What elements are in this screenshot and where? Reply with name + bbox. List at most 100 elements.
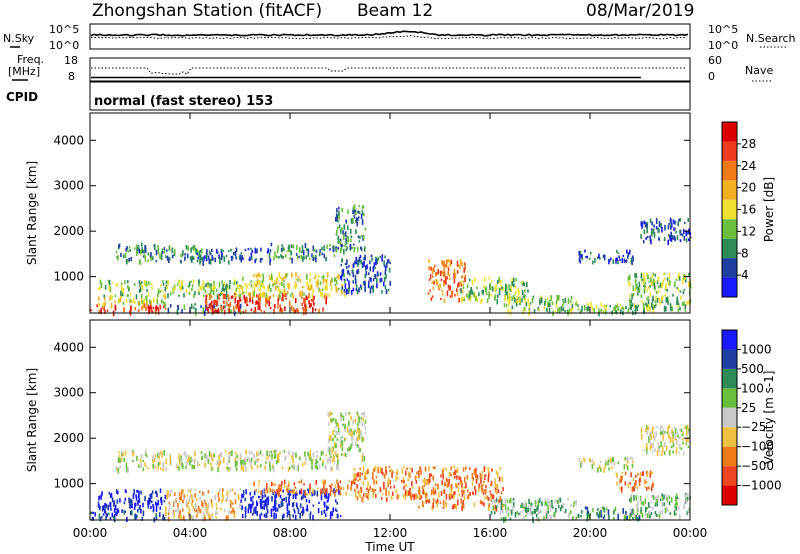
heatmap-cell-5 (245, 466, 247, 473)
heatmap-cell-4 (257, 304, 260, 310)
heatmap-cell-1 (156, 299, 159, 305)
heatmap-cell-17 (649, 218, 652, 224)
heatmap-cell-1 (152, 503, 154, 508)
heatmap-cell-12 (630, 472, 632, 478)
heatmap-cell-7 (225, 255, 228, 258)
heatmap-cell-2 (182, 286, 184, 289)
heatmap-cell-14 (682, 441, 684, 445)
heatmap-cell-3 (254, 509, 257, 515)
heatmap-cell-16 (686, 300, 688, 305)
heatmap-cell-4 (238, 304, 240, 308)
heatmap-cell-12 (634, 482, 636, 488)
heatmap-cell-8 (471, 472, 474, 479)
heatmap-cell-4 (285, 297, 287, 300)
heatmap-cell-5 (325, 280, 328, 284)
heatmap-cell-13 (555, 299, 558, 305)
heatmap-cell-4 (294, 310, 296, 314)
heatmap-cell-5 (301, 463, 304, 467)
heatmap-cell-9 (527, 504, 530, 507)
heatmap-cell-5 (263, 285, 266, 290)
heatmap-cell-16 (629, 298, 631, 303)
heatmap-cell-8 (455, 504, 458, 510)
heatmap-cell-16 (642, 281, 644, 285)
heatmap-cell-8 (422, 479, 424, 483)
heatmap-cell-5 (132, 451, 134, 457)
heatmap-cell-9 (337, 219, 339, 223)
heatmap-cell-2 (229, 489, 232, 492)
heatmap-cell-7 (400, 479, 403, 483)
heatmap-cell-5 (281, 466, 284, 469)
heatmap-cell-14 (614, 305, 617, 311)
heatmap-cell-7 (397, 476, 399, 480)
heatmap-cell-6 (341, 440, 344, 447)
heatmap-cell-10 (346, 278, 349, 281)
heatmap-cell-11 (603, 467, 605, 473)
heatmap-cell-16 (654, 300, 657, 304)
heatmap-cell-14 (673, 426, 676, 430)
heatmap-cell-5 (236, 454, 238, 459)
heatmap-cell-12 (506, 292, 508, 296)
heatmap-cell-3 (261, 497, 264, 500)
heatmap-cell-14 (676, 431, 679, 435)
heatmap-cell-8 (276, 249, 279, 254)
heatmap-cell-1 (114, 300, 116, 303)
heatmap-cell-6 (149, 256, 152, 259)
heatmap-cell-9 (338, 210, 340, 217)
heatmap-cell-5 (142, 459, 145, 462)
heatmap-cell-5 (159, 460, 161, 465)
heatmap-cell-5 (234, 457, 237, 462)
heatmap-cell-13 (511, 305, 514, 310)
heatmap-cell-5 (320, 291, 322, 297)
heatmap-cell-8 (479, 499, 482, 504)
heatmap-cell-4 (285, 486, 288, 492)
heatmap-cell-0 (163, 516, 166, 521)
heatmap-cell-13 (554, 309, 557, 313)
heatmap-cell-5 (313, 276, 316, 280)
heatmap-cell-2 (214, 511, 217, 516)
heatmap-cell-5 (330, 286, 333, 291)
heatmap-cell-10 (386, 259, 389, 264)
heatmap-cell-4 (269, 295, 271, 300)
heatmap-cell-3 (230, 309, 232, 314)
heatmap-cell-17 (641, 225, 643, 229)
colorbar-tick-label: −100 (741, 440, 774, 454)
heatmap-cell-3 (241, 505, 244, 510)
heatmap-cell-2 (178, 492, 181, 496)
heatmap-cell-3 (306, 508, 309, 512)
heatmap-cell-13 (677, 497, 679, 501)
heatmap-cell-1 (114, 504, 117, 511)
heatmap-cell-3 (265, 504, 267, 507)
heatmap-cell-4 (315, 479, 317, 485)
heatmap-cell-9 (550, 515, 552, 520)
heatmap-cell-5 (118, 451, 120, 454)
colorbar-swatch (722, 446, 737, 467)
heatmap-cell-6 (334, 429, 336, 432)
heatmap-cell-3 (252, 501, 254, 506)
heatmap-cell-14 (643, 308, 646, 313)
heatmap-cell-2 (188, 489, 190, 492)
heatmap-cell-9 (534, 504, 537, 507)
heatmap-cell-8 (487, 505, 490, 511)
heatmap-cell-9 (491, 498, 494, 505)
heatmap-cell-5 (260, 463, 262, 468)
heatmap-cell-16 (674, 281, 676, 288)
heatmap-cell-11 (582, 457, 585, 460)
heatmap-cell-7 (205, 252, 208, 259)
heatmap-cell-2 (129, 292, 132, 296)
heatmap-cell-4 (279, 484, 282, 487)
heatmap-cell-1 (109, 296, 111, 301)
heatmap-cell-11 (441, 270, 444, 275)
heatmap-cell-6 (160, 255, 163, 261)
heatmap-cell-6 (341, 447, 344, 452)
heatmap-cell-11 (579, 462, 582, 468)
heatmap-cell-5 (341, 283, 343, 287)
heatmap-cell-4 (222, 294, 225, 300)
heatmap-cell-5 (256, 464, 259, 469)
heatmap-cell-2 (188, 291, 191, 295)
heatmap-cell-1 (115, 489, 118, 494)
heatmap-cell-5 (204, 453, 206, 458)
heatmap-cell-8 (447, 482, 449, 488)
heatmap-cell-5 (248, 283, 251, 286)
heatmap-cell-16 (640, 273, 643, 279)
heatmap-cell-7 (207, 255, 210, 260)
